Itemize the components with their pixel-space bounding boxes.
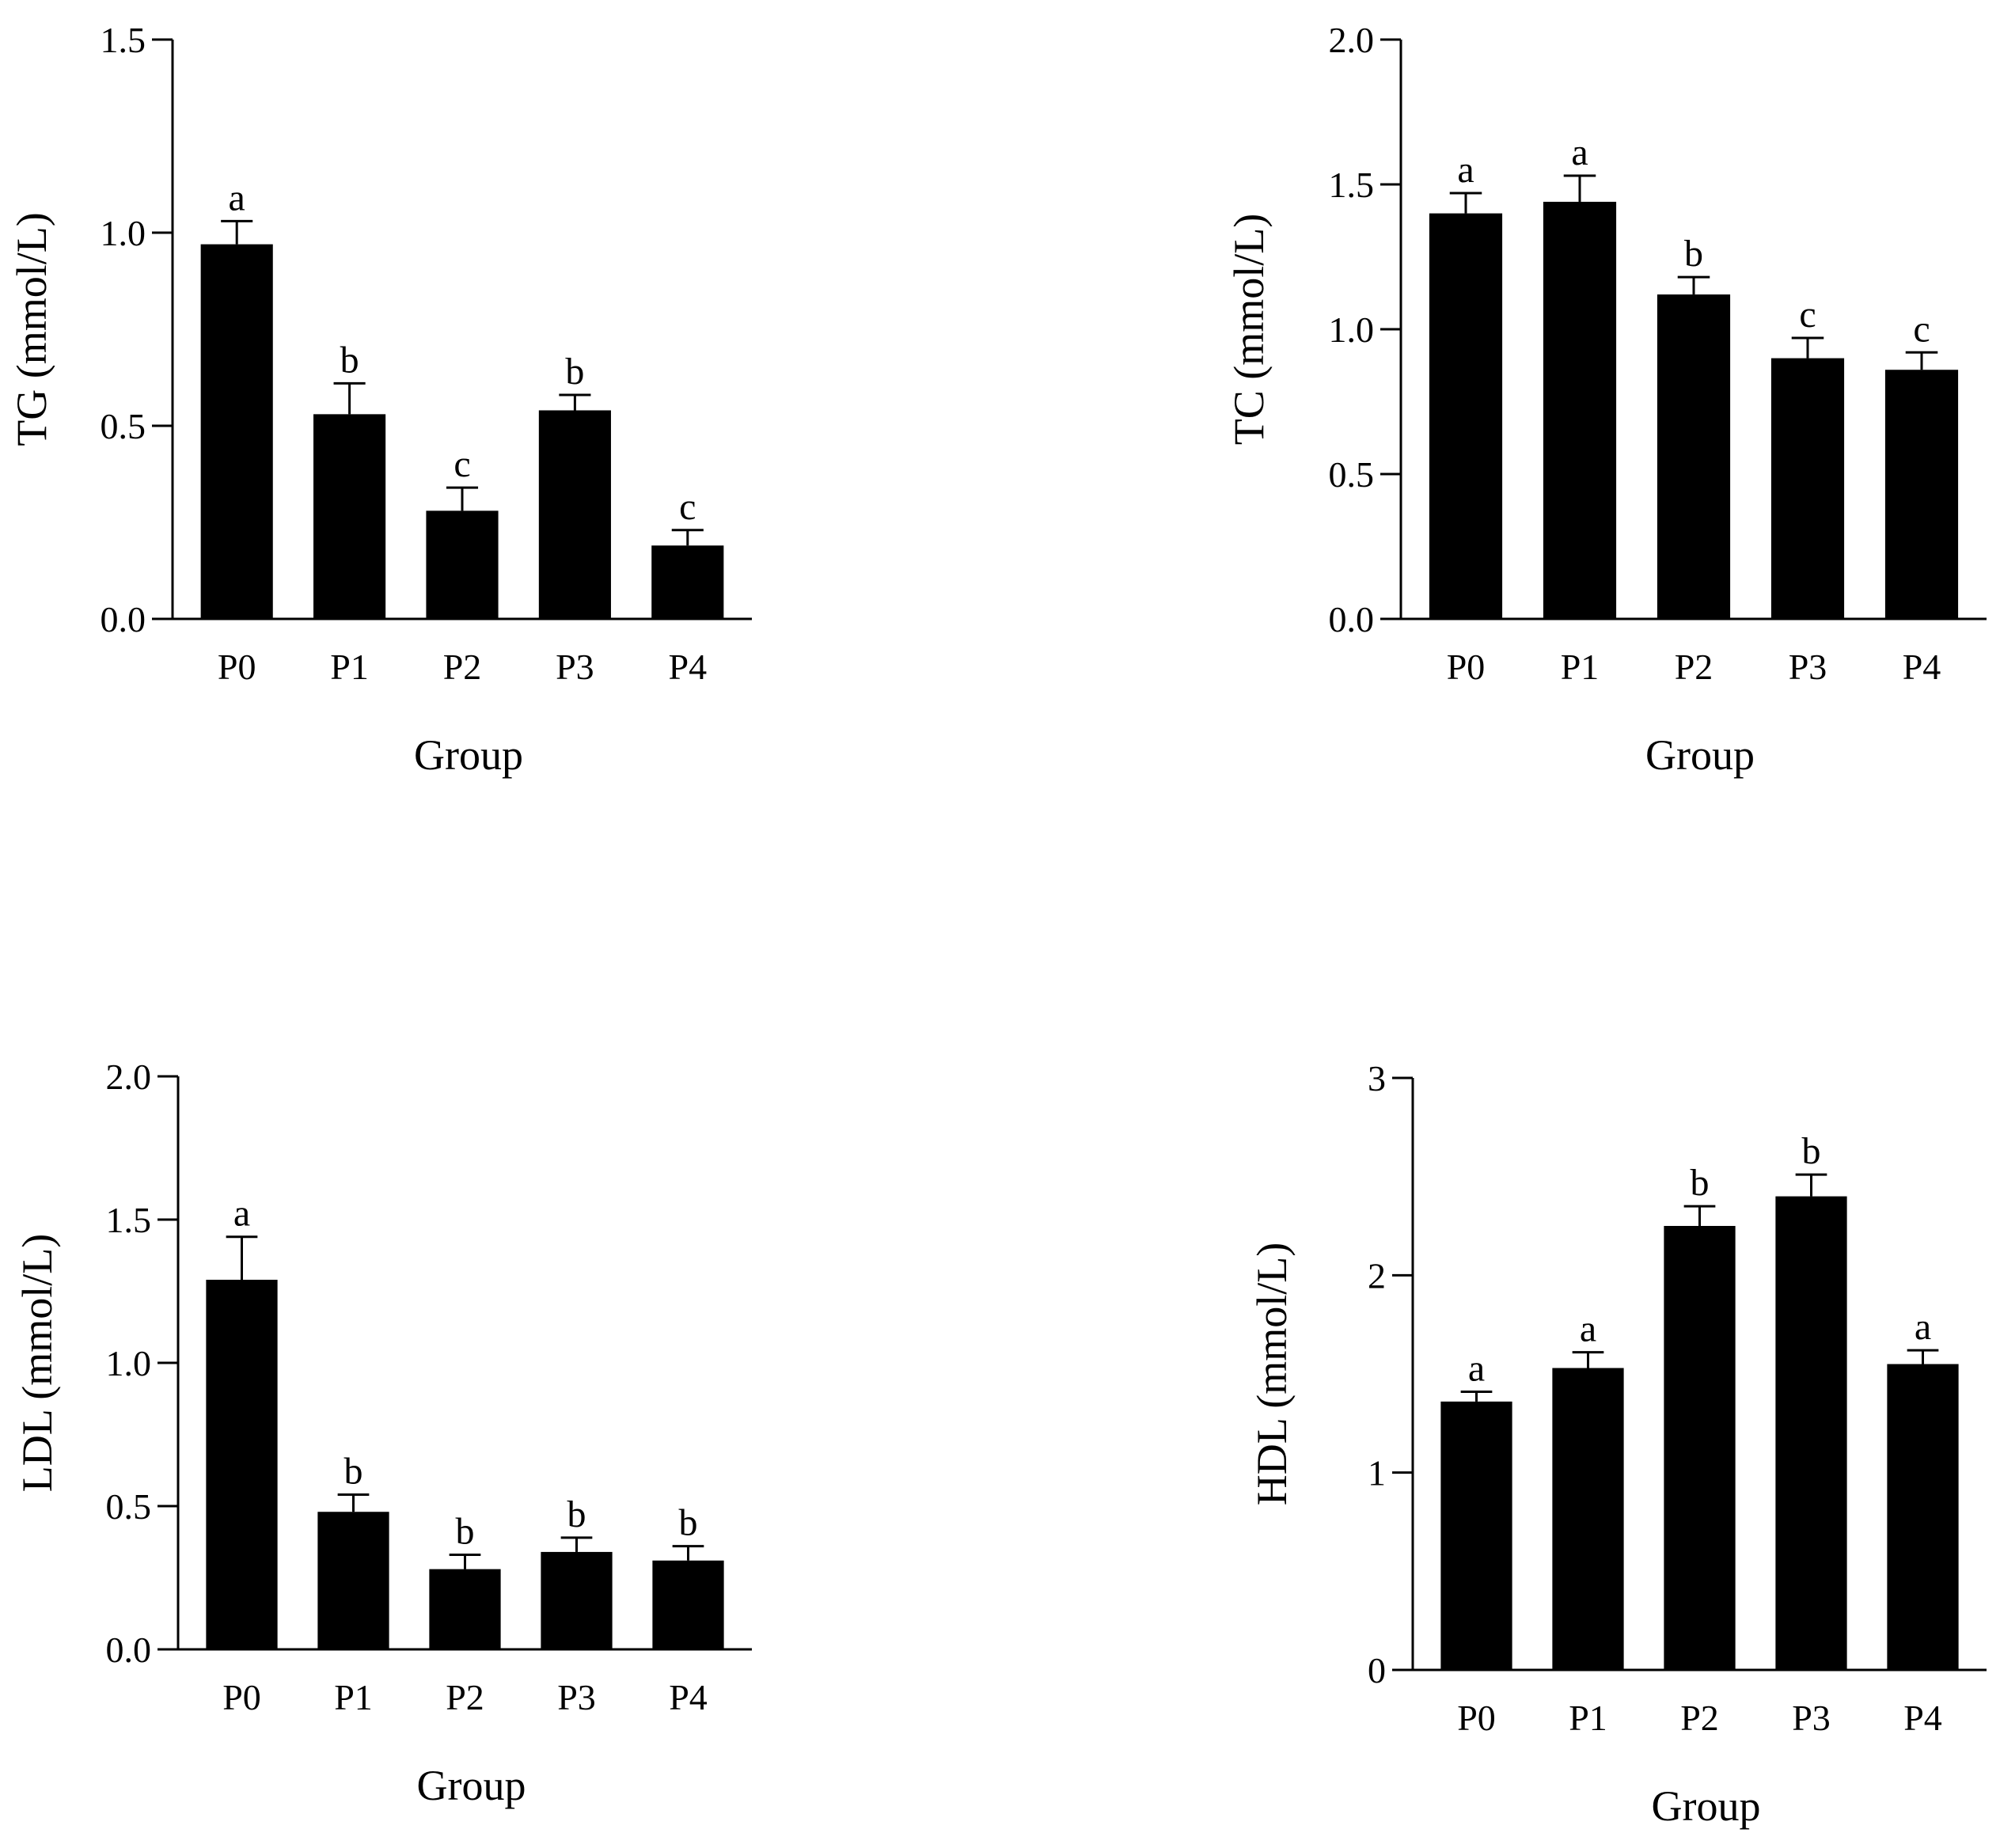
ldl-x-tick-label: P0 bbox=[222, 1677, 261, 1717]
chart-tg-svg: 0.0 0.5 1.0 1.5 P0 a P1 b P2 c P3 b P4 c Group TG (mmol… bbox=[8, 20, 752, 779]
ldl-y-axis-title: LDL (mmol/L) bbox=[13, 1234, 61, 1492]
tc-bar-p2 bbox=[1657, 294, 1731, 619]
ldl-significance-label: b bbox=[456, 1511, 475, 1553]
chart-tg: 0.0 0.5 1.0 1.5 P0 a P1 b P2 c P3 b P4 c Group TG (mmol… bbox=[0, 0, 823, 807]
tg-y-tick-label: 0.0 bbox=[101, 599, 146, 639]
hdl-bar-p4 bbox=[1887, 1364, 1959, 1670]
hdl-significance-label: b bbox=[1691, 1162, 1710, 1204]
hdl-bar-p1 bbox=[1552, 1368, 1624, 1670]
tc-y-tick-label: 1.5 bbox=[1329, 165, 1375, 205]
tc-y-tick-label: 0.0 bbox=[1329, 599, 1375, 639]
tc-x-tick-label: P0 bbox=[1447, 647, 1486, 687]
hdl-significance-label: b bbox=[1802, 1130, 1821, 1172]
tg-significance-label: a bbox=[229, 176, 245, 218]
tg-x-tick-label: P0 bbox=[218, 647, 256, 687]
tg-bar-p3 bbox=[538, 410, 611, 619]
tc-y-tick-label: 1.0 bbox=[1329, 309, 1375, 350]
chart-ldl-svg: 0.0 0.5 1.0 1.5 2.0 P0 a P1 b P2 b P3 b P4 b Group LDL (… bbox=[13, 1057, 752, 1809]
tg-significance-label: c bbox=[679, 486, 696, 528]
hdl-x-tick-label: P2 bbox=[1680, 1698, 1719, 1738]
tc-y-tick-label: 0.5 bbox=[1329, 454, 1375, 495]
hdl-x-tick-label: P0 bbox=[1457, 1698, 1496, 1738]
ldl-x-tick-label: P1 bbox=[334, 1677, 373, 1717]
tg-y-tick-label: 1.0 bbox=[101, 213, 146, 253]
tg-x-tick-label: P4 bbox=[669, 647, 708, 687]
tg-bar-p2 bbox=[426, 510, 499, 619]
hdl-x-tick-label: P3 bbox=[1792, 1698, 1831, 1738]
hdl-y-axis-title: HDL (mmol/L) bbox=[1248, 1243, 1296, 1505]
tg-bar-p1 bbox=[313, 414, 386, 619]
chart-ldl: 0.0 0.5 1.0 1.5 2.0 P0 a P1 b P2 b P3 b P4 b Group LDL (… bbox=[0, 1045, 823, 1844]
ldl-x-tick-label: P3 bbox=[557, 1677, 596, 1717]
hdl-y-tick-label: 3 bbox=[1368, 1058, 1386, 1099]
tc-significance-label: a bbox=[1457, 149, 1474, 191]
tg-significance-label: b bbox=[565, 351, 584, 393]
ldl-significance-label: b bbox=[679, 1502, 698, 1544]
ldl-x-tick-label: P2 bbox=[446, 1677, 484, 1717]
tc-significance-label: c bbox=[1799, 294, 1816, 336]
hdl-y-tick-label: 1 bbox=[1368, 1453, 1386, 1493]
ldl-y-tick-label: 1.5 bbox=[106, 1200, 152, 1240]
tg-y-tick-label: 0.5 bbox=[101, 406, 146, 446]
tc-x-axis-title: Group bbox=[1645, 731, 1755, 779]
tg-y-axis-title: TG (mmol/L) bbox=[8, 212, 55, 446]
tg-bar-p4 bbox=[651, 545, 724, 619]
ldl-y-tick-label: 0.5 bbox=[106, 1486, 152, 1527]
hdl-significance-label: a bbox=[1468, 1347, 1485, 1389]
chart-hdl: 0 1 2 3 P0 a P1 a P2 b P3 b P4 a Group HDL (mmol/L) bbox=[1029, 1045, 2000, 1844]
ldl-significance-label: a bbox=[233, 1193, 250, 1235]
ldl-significance-label: b bbox=[567, 1493, 586, 1535]
hdl-bar-p2 bbox=[1664, 1226, 1736, 1670]
tc-significance-label: b bbox=[1684, 233, 1703, 275]
tc-bar-p1 bbox=[1543, 201, 1617, 619]
tg-x-tick-label: P3 bbox=[556, 647, 594, 687]
ldl-y-tick-label: 2.0 bbox=[106, 1057, 152, 1097]
tc-significance-label: a bbox=[1571, 131, 1588, 173]
tg-y-tick-label: 1.5 bbox=[101, 20, 146, 60]
ldl-bar-p2 bbox=[429, 1569, 501, 1649]
chart-tc-svg: 0.0 0.5 1.0 1.5 2.0 P0 a P1 a P2 b P3 c P4 c Group TC (m… bbox=[1225, 20, 1987, 779]
ldl-bar-p1 bbox=[317, 1512, 389, 1649]
ldl-bar-p0 bbox=[206, 1280, 278, 1649]
tg-x-tick-label: P2 bbox=[443, 647, 482, 687]
hdl-significance-label: a bbox=[1915, 1306, 1931, 1348]
tc-bar-p3 bbox=[1770, 358, 1845, 619]
ldl-bar-p3 bbox=[541, 1551, 613, 1649]
hdl-bar-p3 bbox=[1775, 1196, 1847, 1670]
hdl-y-tick-label: 2 bbox=[1368, 1255, 1386, 1296]
tc-x-tick-label: P3 bbox=[1789, 647, 1827, 687]
tg-bar-p0 bbox=[200, 244, 273, 619]
hdl-significance-label: a bbox=[1580, 1308, 1596, 1350]
hdl-bar-p0 bbox=[1440, 1401, 1512, 1670]
hdl-x-tick-label: P1 bbox=[1569, 1698, 1607, 1738]
tc-significance-label: c bbox=[1913, 308, 1930, 350]
tc-y-tick-label: 2.0 bbox=[1329, 20, 1375, 60]
ldl-x-axis-title: Group bbox=[417, 1762, 526, 1809]
hdl-y-tick-label: 0 bbox=[1368, 1650, 1386, 1691]
tg-x-tick-label: P1 bbox=[330, 647, 369, 687]
tg-significance-label: c bbox=[454, 443, 470, 485]
ldl-y-tick-label: 1.0 bbox=[106, 1343, 152, 1383]
ldl-significance-label: b bbox=[344, 1451, 363, 1493]
tc-x-tick-label: P2 bbox=[1675, 647, 1713, 687]
tg-x-axis-title: Group bbox=[414, 731, 523, 779]
ldl-bar-p4 bbox=[652, 1560, 724, 1649]
ldl-y-tick-label: 0.0 bbox=[106, 1630, 152, 1670]
hdl-x-tick-label: P4 bbox=[1903, 1698, 1942, 1738]
tg-significance-label: b bbox=[340, 339, 359, 381]
tc-bar-p4 bbox=[1884, 370, 1959, 619]
chart-tc: 0.0 0.5 1.0 1.5 2.0 P0 a P1 a P2 b P3 c P4 c Group TC (m… bbox=[1029, 0, 2000, 807]
tc-x-tick-label: P4 bbox=[1903, 647, 1941, 687]
chart-hdl-svg: 0 1 2 3 P0 a P1 a P2 b P3 b P4 a Group HDL (mmol/L) bbox=[1248, 1058, 1987, 1830]
tc-y-axis-title: TC (mmol/L) bbox=[1225, 214, 1273, 445]
hdl-x-axis-title: Group bbox=[1652, 1782, 1761, 1830]
ldl-x-tick-label: P4 bbox=[669, 1677, 708, 1717]
tc-bar-p0 bbox=[1429, 213, 1503, 620]
tc-x-tick-label: P1 bbox=[1561, 647, 1600, 687]
